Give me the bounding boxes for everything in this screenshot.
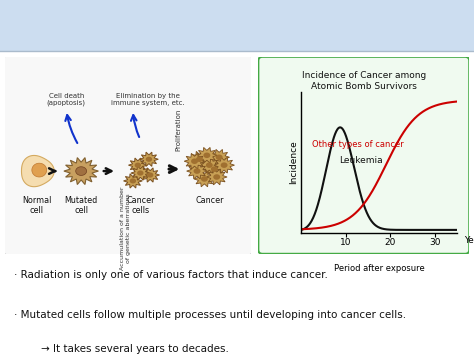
Text: Mutated
cell: Mutated cell — [64, 196, 98, 215]
Text: Accumulation of a number
of genetic aberrations: Accumulation of a number of genetic aber… — [120, 187, 131, 271]
Text: Cancer
cells: Cancer cells — [126, 196, 155, 215]
Polygon shape — [135, 163, 141, 168]
Text: Period after exposure: Period after exposure — [334, 264, 425, 273]
FancyBboxPatch shape — [3, 56, 253, 255]
Polygon shape — [147, 173, 154, 178]
Text: Leukemia: Leukemia — [339, 156, 383, 165]
Polygon shape — [32, 163, 46, 177]
Polygon shape — [211, 166, 218, 172]
Polygon shape — [141, 168, 160, 182]
Polygon shape — [194, 171, 215, 187]
Text: Incidence of Cancer among
Atomic Bomb Survivors: Incidence of Cancer among Atomic Bomb Su… — [301, 71, 426, 91]
Polygon shape — [146, 157, 152, 162]
Polygon shape — [213, 174, 220, 180]
Text: Normal
cell: Normal cell — [22, 196, 52, 215]
Polygon shape — [193, 168, 201, 174]
Polygon shape — [187, 163, 207, 179]
Polygon shape — [124, 174, 142, 188]
Y-axis label: Incidence: Incidence — [289, 141, 298, 184]
Polygon shape — [206, 169, 227, 185]
FancyBboxPatch shape — [258, 57, 469, 254]
Text: Other types of cancer: Other types of cancer — [312, 140, 404, 149]
Text: Cell death
(apoptosis): Cell death (apoptosis) — [47, 93, 86, 106]
Text: Cancer: Cancer — [195, 196, 224, 205]
Text: → It takes several years to decades.: → It takes several years to decades. — [28, 344, 229, 354]
Polygon shape — [128, 158, 147, 172]
Text: Proliferation: Proliferation — [175, 109, 182, 151]
Text: · Radiation is only one of various factors that induce cancer.: · Radiation is only one of various facto… — [14, 271, 328, 280]
Polygon shape — [64, 158, 99, 185]
Text: · Mutated cells follow multiple processes until developing into cancer cells.: · Mutated cells follow multiple processe… — [14, 310, 406, 320]
Polygon shape — [221, 162, 228, 168]
Polygon shape — [139, 152, 158, 166]
Polygon shape — [189, 151, 210, 167]
Polygon shape — [196, 157, 203, 162]
Text: Elimination by the
immune system, etc.: Elimination by the immune system, etc. — [111, 93, 184, 106]
Text: Cancer and
Leukemia: Cancer and Leukemia — [0, 15, 61, 38]
Polygon shape — [199, 157, 219, 173]
Polygon shape — [201, 176, 208, 182]
Polygon shape — [137, 170, 144, 176]
Polygon shape — [76, 167, 87, 175]
Polygon shape — [216, 154, 223, 160]
Polygon shape — [209, 149, 229, 165]
Polygon shape — [131, 166, 150, 180]
Text: Year: Year — [464, 236, 474, 245]
Polygon shape — [203, 153, 210, 158]
Polygon shape — [21, 155, 54, 187]
Polygon shape — [191, 158, 198, 164]
Polygon shape — [197, 147, 217, 163]
Polygon shape — [130, 178, 136, 184]
Polygon shape — [204, 161, 225, 177]
Text: Mechanism of Carcinogenesis: Mechanism of Carcinogenesis — [66, 16, 415, 36]
Polygon shape — [214, 157, 235, 173]
Polygon shape — [184, 153, 205, 169]
Polygon shape — [206, 162, 213, 168]
